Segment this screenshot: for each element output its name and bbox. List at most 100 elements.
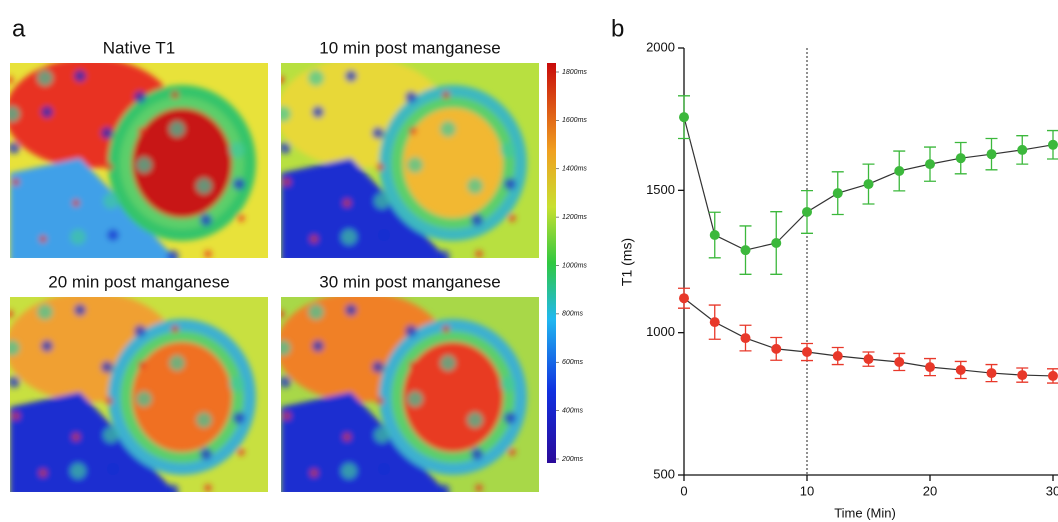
- speckle: [281, 310, 285, 318]
- speckle: [475, 250, 483, 258]
- speckle: [101, 361, 113, 373]
- speckle: [438, 484, 450, 492]
- blob: [281, 158, 447, 258]
- data-point: [1048, 370, 1058, 381]
- speckle: [378, 463, 390, 475]
- speckle: [407, 391, 423, 407]
- speckle: [105, 397, 113, 405]
- speckle: [229, 376, 245, 392]
- colorbar: [547, 63, 556, 463]
- speckle: [200, 214, 212, 226]
- speckle: [37, 70, 53, 86]
- speckle: [136, 157, 152, 173]
- speckle: [308, 304, 324, 320]
- speckle: [310, 235, 318, 243]
- speckle: [169, 355, 185, 371]
- speckle: [237, 214, 245, 222]
- speckle: [409, 361, 417, 369]
- data-point: [1048, 139, 1058, 150]
- speckle: [343, 199, 351, 207]
- speckle: [12, 178, 20, 186]
- speckle: [204, 250, 212, 258]
- y-axis-label: T1 (ms): [619, 238, 635, 286]
- y-tick-label: 2000: [646, 39, 675, 54]
- speckle: [471, 448, 483, 460]
- speckle: [374, 193, 390, 209]
- speckle: [74, 70, 86, 82]
- speckle: [440, 355, 456, 371]
- mri-image: [10, 63, 268, 258]
- speckle: [312, 340, 324, 352]
- y-tick-label: 1000: [646, 324, 675, 339]
- speckle: [10, 340, 20, 356]
- speckle: [167, 484, 179, 492]
- image-content: [10, 297, 256, 492]
- speckle: [374, 427, 390, 443]
- colorbar-tick-label: 1400ms: [562, 166, 587, 173]
- colorbar-tick-label: 400ms: [562, 407, 584, 414]
- speckle: [281, 142, 291, 154]
- speckle: [12, 412, 20, 420]
- data-point: [771, 343, 782, 354]
- panel-label: b: [611, 15, 624, 42]
- colorbar-tick-label: 200ms: [561, 456, 584, 463]
- data-point: [771, 237, 782, 248]
- data-point: [832, 188, 843, 199]
- speckle: [500, 142, 516, 158]
- speckle: [378, 229, 390, 241]
- speckle: [72, 433, 80, 441]
- speckle: [10, 310, 14, 318]
- panel-label: a: [12, 15, 26, 42]
- data-point: [1017, 144, 1028, 155]
- speckle: [475, 484, 483, 492]
- speckle: [442, 91, 450, 99]
- speckle: [283, 178, 291, 186]
- panel-title: 20 min post manganese: [48, 272, 229, 291]
- data-point: [740, 333, 751, 344]
- colorbar-tick-label: 800ms: [562, 311, 584, 318]
- data-point: [802, 206, 812, 217]
- data-point: [986, 149, 997, 160]
- speckle: [405, 91, 417, 103]
- speckle: [37, 304, 53, 320]
- speckle: [138, 361, 146, 369]
- y-tick-label: 500: [653, 466, 675, 481]
- colorbar-tick-label: 1600ms: [562, 117, 587, 124]
- speckle: [281, 376, 291, 388]
- speckle: [409, 127, 417, 135]
- speckle: [136, 391, 152, 407]
- speckle: [10, 106, 20, 122]
- speckle: [204, 484, 212, 492]
- speckle: [281, 76, 285, 84]
- speckle: [233, 412, 245, 424]
- speckle: [103, 193, 119, 209]
- speckle: [343, 433, 351, 441]
- data-point: [863, 354, 874, 365]
- x-tick-label: 20: [923, 483, 937, 498]
- x-tick-label: 30: [1046, 483, 1058, 498]
- speckle: [281, 106, 291, 122]
- colorbar-tick-label: 1000ms: [562, 262, 587, 269]
- speckle: [341, 463, 357, 479]
- panel-title: 30 min post manganese: [319, 272, 500, 291]
- blob: [281, 392, 447, 492]
- speckle: [196, 412, 212, 428]
- speckle: [72, 199, 80, 207]
- speckle: [440, 121, 456, 137]
- speckle: [200, 448, 212, 460]
- data-point: [894, 165, 905, 176]
- speckle: [310, 469, 318, 477]
- y-tick-label: 1500: [646, 182, 675, 197]
- speckle: [500, 376, 516, 392]
- speckle: [237, 448, 245, 456]
- speckle: [471, 214, 483, 226]
- speckle: [308, 70, 324, 86]
- speckle: [70, 229, 86, 245]
- speckle: [376, 163, 384, 171]
- data-point: [925, 159, 935, 170]
- speckle: [167, 250, 179, 258]
- speckle: [281, 340, 291, 356]
- blob: [10, 158, 176, 258]
